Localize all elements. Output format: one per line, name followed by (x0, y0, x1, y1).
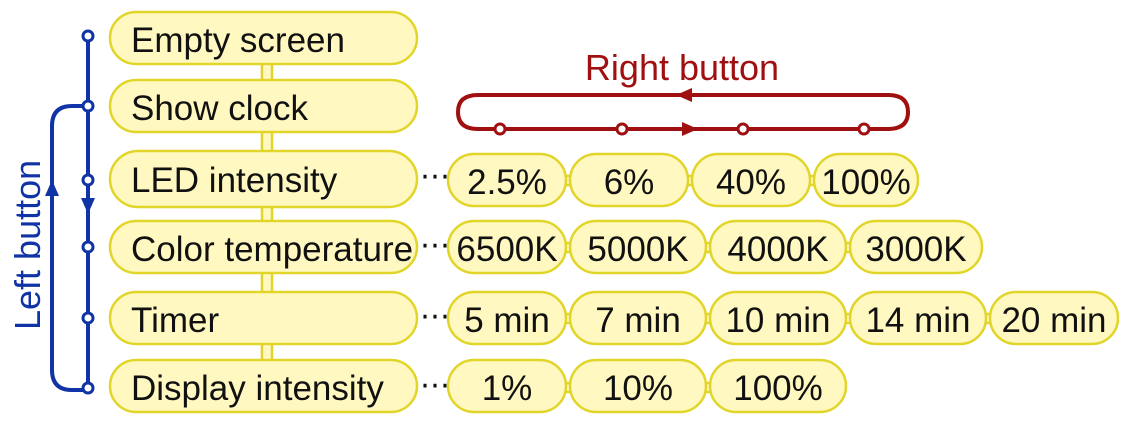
option-label: 3000K (865, 230, 966, 269)
option-pill: 1% (446, 358, 568, 414)
ellipsis-color-temperature: ⋯ (420, 229, 450, 262)
left-button-nodes (81, 29, 95, 395)
display-intensity-options: 1% 10% 100% (446, 358, 848, 414)
option-label: 2.5% (467, 163, 547, 202)
arrow-left-icon (676, 88, 692, 102)
menu-item-empty-screen: Empty screen (108, 10, 419, 66)
option-label: 10 min (725, 301, 830, 340)
option-label: 20 min (1001, 301, 1106, 340)
option-pill: 3000K (848, 219, 984, 275)
option-pill: 40% (690, 152, 812, 208)
arrow-down-icon (81, 198, 95, 214)
option-label: 14 min (865, 301, 970, 340)
ellipsis-led-intensity: ⋯ (420, 160, 450, 193)
option-label: 6500K (456, 230, 557, 269)
option-pill: 20 min (988, 290, 1120, 346)
option-pill: 5000K (568, 219, 708, 275)
menu-item-color-temperature: Color temperature (108, 219, 419, 275)
option-label: 4000K (727, 230, 828, 269)
option-pill: 6% (568, 152, 690, 208)
option-label: 10% (603, 369, 673, 408)
arrow-up-icon (45, 180, 59, 196)
option-pill: 7 min (568, 290, 708, 346)
arrow-right-icon (682, 122, 698, 136)
right-button-label: Right button (585, 47, 779, 88)
option-label: 1% (482, 369, 533, 408)
option-pill: 4000K (708, 219, 848, 275)
option-pill: 5 min (446, 290, 568, 346)
menu-item-show-clock: Show clock (108, 78, 419, 134)
option-pill: 10% (568, 358, 708, 414)
timer-options: 5 min 7 min 10 min 14 min 20 min (446, 290, 1120, 346)
menu-item-label: Timer (131, 301, 219, 340)
left-button-navigation (50, 34, 90, 392)
led-intensity-options: 2.5% 6% 40% 100% (446, 152, 920, 208)
menu-item-label: Empty screen (131, 21, 345, 60)
menu-item-led-intensity: LED intensity (108, 149, 419, 209)
option-pill: 10 min (708, 290, 848, 346)
menu-item-label: LED intensity (131, 161, 338, 200)
right-button-loop (455, 93, 911, 131)
option-label: 5 min (464, 301, 550, 340)
option-label: 7 min (595, 301, 681, 340)
option-label: 100% (821, 163, 911, 202)
menu-item-timer: Timer (108, 290, 419, 346)
option-label: 6% (604, 163, 655, 202)
option-pill: 6500K (446, 219, 568, 275)
menu-item-label: Color temperature (131, 230, 413, 269)
menu-item-display-intensity: Display intensity (108, 358, 419, 414)
option-pill: 100% (812, 152, 920, 208)
option-pill: 100% (708, 358, 848, 414)
option-label: 40% (716, 163, 786, 202)
ellipsis-display-intensity: ⋯ (420, 369, 450, 402)
menu-item-label: Show clock (131, 89, 309, 128)
right-button-nodes (493, 122, 871, 136)
menu-item-label: Display intensity (131, 369, 384, 408)
option-label: 100% (733, 369, 823, 408)
option-pill: 2.5% (446, 152, 568, 208)
ellipsis-timer: ⋯ (420, 300, 450, 333)
left-button-label: Left button (7, 160, 48, 330)
color-temperature-options: 6500K 5000K 4000K 3000K (446, 219, 984, 275)
option-label: 5000K (587, 230, 688, 269)
option-pill: 14 min (848, 290, 988, 346)
